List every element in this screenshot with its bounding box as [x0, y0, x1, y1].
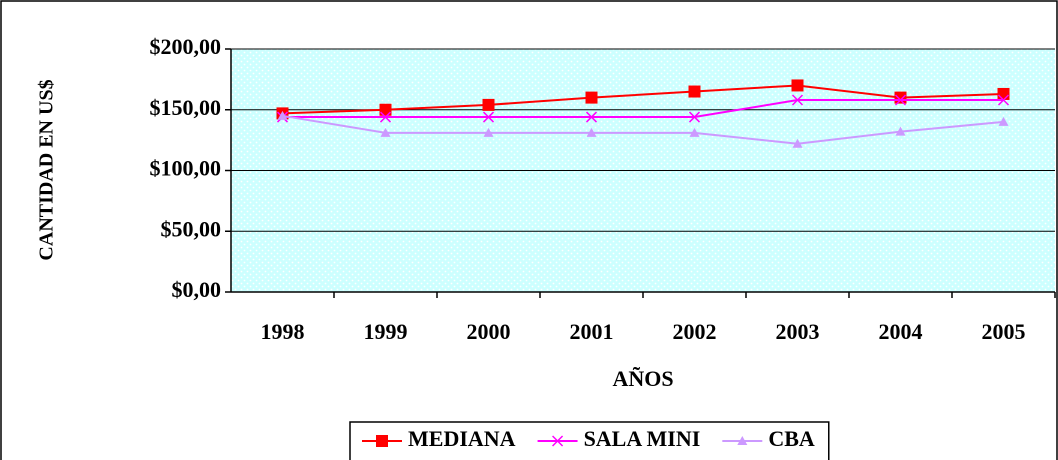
- legend-label: MEDIANA: [408, 426, 516, 451]
- x-tick-label: 2004: [879, 319, 923, 344]
- marker: [482, 111, 495, 123]
- series-line: [282, 84, 1004, 115]
- x-tick-label: 2002: [673, 319, 717, 344]
- x-tick-label: 1998: [261, 319, 305, 344]
- marker: [482, 98, 495, 111]
- x-tick-label: 1999: [364, 319, 408, 344]
- marker: [791, 94, 804, 106]
- y-tick-label: $150,00: [150, 95, 222, 120]
- y-axis-label: CANTIDAD EN US$: [36, 79, 58, 260]
- marker: [997, 94, 1010, 106]
- marker: [792, 138, 803, 148]
- y-tick-label: $100,00: [150, 156, 222, 181]
- legend-label: SALA MINI: [584, 426, 701, 451]
- marker: [483, 127, 494, 137]
- legend-marker: [552, 435, 564, 447]
- marker: [586, 127, 597, 137]
- x-axis-label: AÑOS: [612, 366, 673, 391]
- marker: [689, 127, 700, 137]
- marker: [277, 110, 288, 120]
- y-tick-label: $50,00: [161, 216, 222, 241]
- y-tick-label: $0,00: [172, 277, 222, 302]
- marker: [895, 126, 906, 136]
- marker: [379, 111, 392, 123]
- legend: MEDIANA SALA MINI CBA: [349, 421, 830, 460]
- marker: [688, 85, 701, 98]
- x-tick-label: 2001: [570, 319, 614, 344]
- marker: [585, 91, 598, 104]
- x-tick-label: 2005: [982, 319, 1026, 344]
- marker: [688, 111, 701, 123]
- x-tick-label: 2003: [776, 319, 820, 344]
- legend-marker: [737, 436, 748, 445]
- marker: [998, 116, 1009, 126]
- series-line: [282, 99, 1004, 119]
- y-tick-label: $200,00: [150, 34, 222, 59]
- marker: [791, 79, 804, 92]
- x-tick-label: 2000: [467, 319, 511, 344]
- marker: [894, 91, 907, 104]
- marker: [585, 111, 598, 123]
- marker: [380, 127, 391, 137]
- series-line: [282, 114, 1004, 145]
- marker: [379, 103, 392, 116]
- legend-marker: [376, 435, 388, 447]
- legend-label: CBA: [768, 426, 815, 451]
- marker: [894, 94, 907, 106]
- legend-frame: [349, 421, 830, 460]
- marker: [997, 87, 1010, 100]
